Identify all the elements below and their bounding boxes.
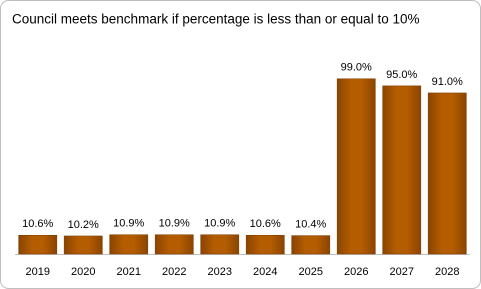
bar <box>154 234 194 255</box>
bar <box>245 234 285 255</box>
data-label: 95.0% <box>386 69 417 81</box>
bar <box>427 92 467 255</box>
bar <box>291 235 331 255</box>
data-label: 99.0% <box>341 62 372 74</box>
bar <box>336 78 376 255</box>
data-label: 10.6% <box>250 218 281 230</box>
data-label: 10.4% <box>295 218 326 230</box>
x-tick-label: 2023 <box>208 266 232 278</box>
x-tick-label: 2022 <box>162 266 186 278</box>
bar <box>200 234 240 255</box>
data-label: 10.2% <box>68 219 99 231</box>
bar <box>382 85 422 255</box>
data-label: 91.0% <box>432 76 463 88</box>
x-tick-label: 2028 <box>435 266 459 278</box>
data-label: 10.9% <box>159 218 190 230</box>
bar <box>63 235 103 255</box>
data-label: 10.9% <box>204 218 235 230</box>
x-tick-label: 2026 <box>344 266 368 278</box>
x-tick-label: 2019 <box>26 266 50 278</box>
chart-title: Council meets benchmark if percentage is… <box>12 12 419 27</box>
x-tick-label: 2025 <box>299 266 323 278</box>
data-label: 10.9% <box>113 218 144 230</box>
bar <box>109 234 149 255</box>
x-tick-label: 2020 <box>71 266 95 278</box>
x-tick-label: 2021 <box>117 266 141 278</box>
data-label: 10.6% <box>22 218 53 230</box>
x-tick-label: 2027 <box>390 266 414 278</box>
x-tick-label: 2024 <box>253 266 277 278</box>
bar <box>18 234 58 255</box>
